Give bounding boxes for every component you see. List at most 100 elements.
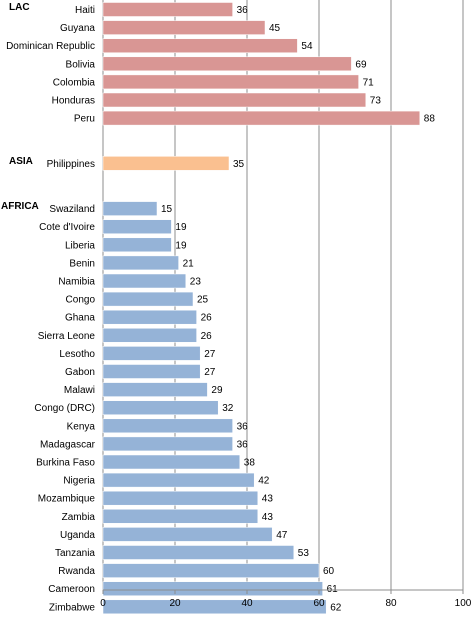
category-label-malawi: Malawi	[64, 385, 95, 396]
value-label-philippines: 35	[233, 159, 245, 170]
bar-congo-drc	[102, 400, 219, 415]
bar-cameroon	[102, 581, 323, 596]
bar-madagascar	[102, 436, 233, 452]
bar-uganda	[102, 527, 273, 542]
bar-lesotho	[102, 346, 201, 361]
x-tick-label-40: 40	[241, 598, 253, 609]
x-axis: 0 20 40 60 80 100	[100, 589, 472, 609]
bar-kenya	[102, 418, 233, 434]
bar-zimbabwe	[102, 599, 327, 615]
value-label-ghana: 26	[201, 313, 213, 324]
bar-haiti	[102, 2, 233, 17]
value-label-gabon: 27	[204, 367, 216, 378]
bar-dominican-republic	[102, 38, 298, 53]
x-tick-label-100: 100	[455, 598, 472, 609]
value-label-zambia: 43	[262, 512, 274, 523]
bar-burkina-faso	[102, 454, 241, 470]
value-label-tanzania: 53	[298, 548, 310, 559]
bar-namibia	[102, 273, 187, 289]
value-label-cote-d-ivoire: 19	[175, 222, 187, 233]
bar-peru	[102, 110, 421, 126]
category-label-congo: Congo	[66, 295, 96, 306]
value-label-congo-drc: 32	[222, 403, 234, 414]
bar-colombia	[102, 74, 359, 90]
category-label-colombia: Colombia	[53, 77, 96, 88]
value-label-benin: 21	[183, 258, 195, 269]
value-label-liberia: 19	[175, 240, 187, 251]
category-label-benin: Benin	[69, 258, 95, 269]
value-label-mozambique: 43	[262, 494, 274, 505]
category-label-peru: Peru	[74, 114, 95, 125]
value-label-uganda: 47	[276, 530, 288, 541]
value-label-haiti: 36	[237, 5, 249, 16]
category-label-cote-d-ivoire: Cote d'Ivoire	[39, 222, 95, 233]
value-label-colombia: 71	[363, 77, 375, 88]
bar-honduras	[102, 92, 367, 108]
bar-malawi	[102, 382, 208, 397]
category-label-dominican-republic: Dominican Republic	[6, 41, 95, 52]
value-label-sierra-leone: 26	[201, 331, 213, 342]
category-label-swaziland: Swaziland	[49, 204, 95, 215]
category-label-rwanda: Rwanda	[58, 566, 95, 577]
category-label-zimbabwe: Zimbabwe	[49, 602, 96, 613]
value-label-dominican-republic: 54	[301, 41, 313, 52]
x-tick-label-20: 20	[169, 598, 181, 609]
value-label-lesotho: 27	[204, 349, 216, 360]
category-label-philippines: Philippines	[47, 159, 95, 170]
bar-liberia	[102, 237, 172, 253]
value-label-namibia: 23	[190, 277, 202, 288]
x-tick-label-60: 60	[313, 598, 325, 609]
value-label-bolivia: 69	[355, 59, 367, 70]
category-label-madagascar: Madagascar	[40, 439, 96, 450]
bar-congo	[102, 291, 194, 307]
value-label-swaziland: 15	[161, 204, 173, 215]
category-label-tanzania: Tanzania	[55, 548, 95, 559]
category-label-ghana: Ghana	[65, 313, 95, 324]
value-label-madagascar: 36	[237, 439, 249, 450]
value-label-zimbabwe: 62	[330, 602, 342, 613]
category-label-congo-drc: Congo (DRC)	[34, 403, 95, 414]
bar-tanzania	[102, 545, 295, 560]
category-label-mozambique: Mozambique	[38, 494, 96, 505]
bar-bolivia	[102, 56, 352, 72]
value-label-guyana: 45	[269, 23, 281, 34]
category-label-zambia: Zambia	[62, 512, 96, 523]
category-label-uganda: Uganda	[60, 530, 95, 541]
category-label-nigeria: Nigeria	[63, 476, 95, 487]
bar-guyana	[102, 20, 266, 35]
category-label-burkina-faso: Burkina Faso	[36, 458, 95, 469]
bar-mozambique	[102, 490, 259, 506]
value-label-honduras: 73	[370, 96, 382, 107]
category-label-namibia: Namibia	[58, 277, 95, 288]
bar-swaziland	[102, 201, 158, 216]
category-label-sierra-leone: Sierra Leone	[38, 331, 96, 342]
bar-gabon	[102, 364, 201, 379]
bar-cote-d-ivoire	[102, 219, 172, 234]
region-labels: LAC ASIA AFRICA	[1, 2, 39, 212]
bar-sierra-leone	[102, 328, 197, 343]
bar-rwanda	[102, 563, 320, 578]
bar-ghana	[102, 309, 197, 325]
category-label-kenya: Kenya	[67, 421, 96, 432]
category-label-bolivia: Bolivia	[66, 59, 96, 70]
value-label-burkina-faso: 38	[244, 458, 256, 469]
bar-benin	[102, 255, 179, 271]
region-label-africa: AFRICA	[1, 201, 39, 212]
x-tick-label-80: 80	[385, 598, 397, 609]
value-label-malawi: 29	[211, 385, 223, 396]
value-label-rwanda: 60	[323, 566, 335, 577]
region-label-asia: ASIA	[9, 156, 33, 167]
category-labels: Haiti Guyana Dominican Republic Bolivia Colo…	[6, 5, 96, 613]
category-label-liberia: Liberia	[65, 240, 95, 251]
category-label-cameroon: Cameroon	[48, 584, 95, 595]
bars	[102, 2, 421, 615]
bar-philippines	[102, 156, 230, 171]
x-tick-label-0: 0	[100, 598, 106, 609]
bar-nigeria	[102, 472, 255, 488]
value-label-congo: 25	[197, 295, 209, 306]
category-label-lesotho: Lesotho	[59, 349, 95, 360]
region-label-lac: LAC	[9, 2, 30, 13]
value-label-nigeria: 42	[258, 476, 270, 487]
category-label-honduras: Honduras	[52, 96, 95, 107]
